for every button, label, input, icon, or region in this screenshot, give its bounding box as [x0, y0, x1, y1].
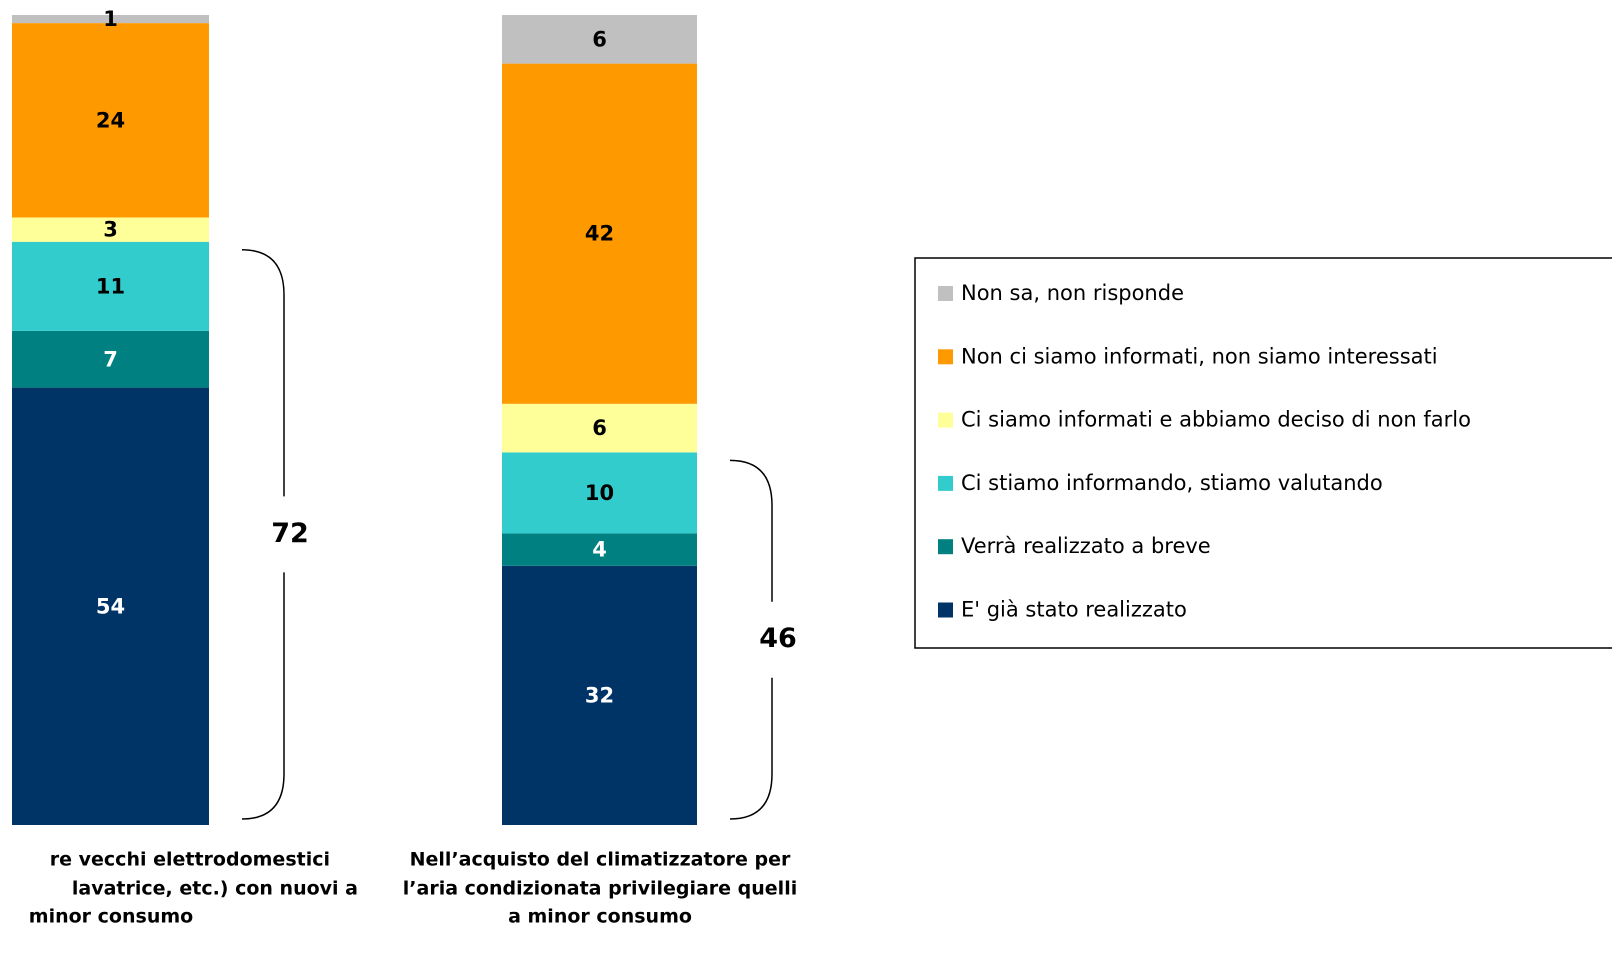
- bracket: [241, 249, 285, 820]
- legend-box: [914, 257, 1612, 649]
- bar-segment: [502, 565, 697, 825]
- bar-segment: [502, 533, 697, 566]
- x-tick-label: minor consumo: [29, 906, 193, 928]
- legend-label: Verrà realizzato a breve: [961, 534, 1211, 558]
- legend-swatch: [938, 602, 953, 618]
- bar-segment: [502, 15, 697, 64]
- bar-segment: [12, 387, 209, 825]
- legend-swatch: [938, 475, 953, 491]
- annotation-label: 72: [271, 518, 309, 549]
- data-label: 11: [96, 274, 125, 298]
- data-label: 4: [592, 538, 607, 562]
- legend-swatch: [938, 349, 953, 365]
- legend-label: Ci stiamo informando, stiamo valutando: [961, 471, 1383, 495]
- x-tick-label: lavatrice, etc.) con nuovi a: [72, 878, 358, 900]
- legend-swatch: [938, 286, 953, 301]
- bar-segment: [12, 15, 209, 24]
- x-tick-label: a minor consumo: [508, 906, 692, 928]
- legend-label: Non ci siamo informati, non siamo intere…: [961, 344, 1438, 368]
- data-label: 3: [103, 218, 118, 242]
- data-label: 54: [96, 594, 125, 618]
- bar-segment: [502, 452, 697, 534]
- data-label: 10: [585, 481, 614, 505]
- data-label: 7: [103, 347, 118, 371]
- bar-segment: [502, 63, 697, 404]
- legend-label: E' già stato realizzato: [961, 598, 1187, 622]
- legend-label: Non sa, non risponde: [961, 281, 1184, 305]
- data-label: 1: [103, 7, 118, 31]
- data-label: 6: [592, 416, 607, 440]
- bar-segment: [12, 217, 209, 242]
- bar-segment: [12, 241, 209, 331]
- bar-segment: [12, 23, 209, 218]
- bracket: [729, 459, 773, 820]
- data-label: 6: [592, 27, 607, 51]
- data-label: 24: [96, 108, 125, 132]
- legend-swatch: [938, 412, 953, 428]
- x-tick-label: Nell’acquisto del climatizzatore per: [410, 849, 791, 871]
- legend-swatch: [938, 539, 953, 555]
- bar-segment: [12, 330, 209, 388]
- data-label: 32: [585, 683, 614, 707]
- x-tick-label: re vecchi elettrodomestici: [50, 849, 330, 871]
- annotation-label: 46: [759, 623, 797, 654]
- legend-label: Ci siamo informati e abbiamo deciso di n…: [961, 408, 1471, 432]
- data-label: 42: [585, 222, 614, 246]
- bar-segment: [502, 403, 697, 453]
- x-tick-label: l’aria condizionata privilegiare quelli: [403, 878, 797, 900]
